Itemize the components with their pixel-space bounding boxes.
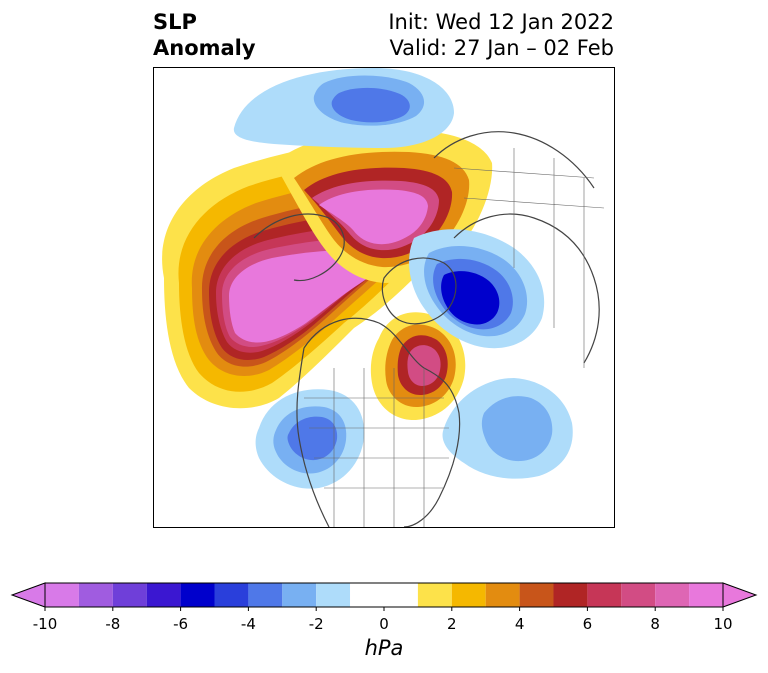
greenland-coastline [381,257,457,325]
colorbar-extend-high [722,582,758,608]
colorbar-cells [10,582,758,611]
map-svg [162,68,605,527]
colorbar-cell [451,583,486,607]
colorbar-tick-label: -10 [32,615,58,633]
contour-pos9 [229,250,390,343]
colorbar-cell [519,583,554,607]
colorbar-cell [485,583,520,607]
colorbar-cell [282,583,317,607]
negative-anomaly-us [255,389,365,489]
europe-asia-coastline [433,131,600,364]
colorbar-cell [78,583,113,607]
colorbar-tick-label: 8 [650,615,660,633]
map-title: SLP Anomaly [153,9,256,61]
contour-pos7 [407,345,441,386]
eurasia-borders [453,148,605,368]
forecast-dates: Init: Wed 12 Jan 2022 Valid: 27 Jan – 02… [388,9,614,61]
colorbar-unit: hPa [364,636,404,660]
coastlines [253,131,600,527]
colorbar-tick-label: 4 [514,615,525,633]
colorbar-extend-low [10,582,46,608]
slp-anomaly-map [153,67,615,528]
contour-neg3 [331,87,410,123]
colorbar-cell [553,583,588,607]
colorbar-cell [146,583,181,607]
colorbar-cell [112,583,147,607]
colorbar-cell [655,583,690,607]
colorbar-tick-label: 10 [713,615,733,633]
contour-neg3 [287,416,338,461]
colorbar [10,582,758,611]
colorbar-cell [417,583,452,607]
us-state-lines [304,368,449,527]
colorbar-cell [689,583,723,607]
contour-pos9 [319,189,428,245]
title-anomaly: Anomaly [153,36,256,60]
valid-range: Valid: 27 Jan – 02 Feb [389,36,614,60]
negative-anomaly-atlantic [442,378,573,479]
colorbar-cell [180,583,215,607]
colorbar-cell [350,583,418,607]
colorbar-cell [316,583,351,607]
colorbar-tick-label: 6 [582,615,593,633]
colorbar-tick-label: -4 [240,615,256,633]
colorbar-tick-label: -2 [308,615,324,633]
colorbar-tick-label: -8 [105,615,121,633]
colorbar-tick-label: 0 [379,615,389,633]
colorbar-cell [45,583,79,607]
init-date: Init: Wed 12 Jan 2022 [388,10,614,34]
colorbar-tick-label: -6 [173,615,189,633]
alaska-coastline [253,213,345,282]
north-america-coastline [296,317,461,527]
contour-neg2 [481,396,553,462]
colorbar-cell [248,583,283,607]
title-slp: SLP [153,10,197,34]
colorbar-tick-label: 2 [447,615,457,633]
colorbar-cell [587,583,622,607]
negative-anomaly-asia [233,68,454,148]
colorbar-cell [621,583,656,607]
country-borders [304,148,605,527]
colorbar-cell [214,583,249,607]
